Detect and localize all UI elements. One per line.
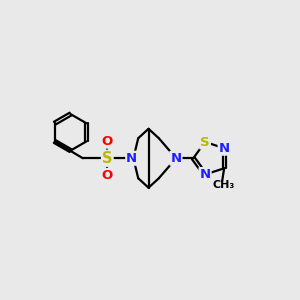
Text: S: S	[102, 151, 112, 166]
Text: N: N	[200, 168, 211, 181]
Text: O: O	[102, 135, 113, 148]
Text: N: N	[219, 142, 230, 155]
Text: N: N	[170, 152, 182, 165]
Text: S: S	[200, 136, 210, 148]
Text: N: N	[126, 152, 137, 165]
Text: CH₃: CH₃	[212, 180, 235, 190]
Text: O: O	[102, 169, 113, 182]
